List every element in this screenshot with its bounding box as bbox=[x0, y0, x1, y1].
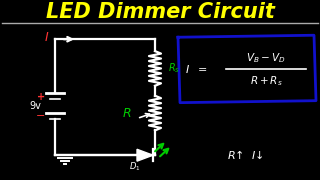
Text: $I$: $I$ bbox=[44, 31, 50, 44]
Text: $V_B - V_D$: $V_B - V_D$ bbox=[246, 51, 286, 65]
Text: $R$↑  $I$↓: $R$↑ $I$↓ bbox=[227, 149, 263, 161]
Text: $R$: $R$ bbox=[122, 107, 132, 120]
Polygon shape bbox=[137, 149, 153, 161]
Text: $D_1$: $D_1$ bbox=[129, 161, 141, 173]
Text: $I$  $=$: $I$ $=$ bbox=[185, 63, 207, 75]
Text: LED Dimmer Circuit: LED Dimmer Circuit bbox=[45, 3, 275, 22]
Text: $R_s$: $R_s$ bbox=[168, 61, 180, 75]
Text: −: − bbox=[36, 111, 46, 121]
Text: $R + R_s$: $R + R_s$ bbox=[250, 74, 282, 88]
Text: 9v: 9v bbox=[29, 101, 41, 111]
Text: +: + bbox=[37, 92, 45, 102]
